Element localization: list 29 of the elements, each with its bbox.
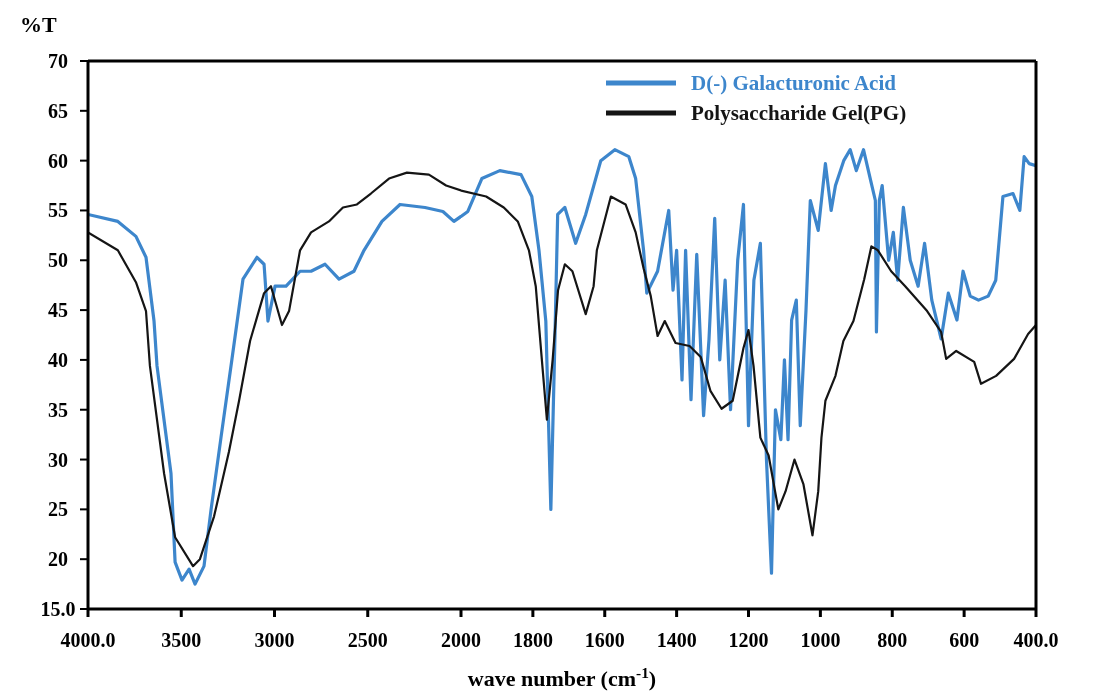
x-axis-title: wave number (cm$^{-1}$) [467,663,657,691]
x-tick-label: 1600 [584,629,625,651]
x-tick-label: 600 [949,629,980,651]
x-tick-label: 4000.0 [60,629,116,651]
y-tick-label: 60 [48,149,68,172]
y-axis-title: %T [20,12,57,37]
x-tick-label: 800 [877,629,908,651]
y-tick-label: 20 [48,548,68,571]
y-tick-label: 25 [48,498,68,521]
legend-label: Polysaccharide Gel(PG) [691,101,907,126]
x-tick-label: 3500 [161,629,202,651]
y-tick-label: 35 [48,398,68,421]
y-tick-label: 15.0 [40,598,76,620]
y-tick-label: 45 [48,299,68,322]
x-tick-label: 1200 [728,629,769,651]
x-tick-label: 2000 [441,629,481,651]
y-tick-label: 55 [48,199,68,222]
y-tick-label: 50 [48,249,68,272]
y-tick-label: 40 [48,348,68,371]
x-tick-label: 1400 [656,629,697,651]
y-tick-label: 30 [48,448,68,471]
x-tick-label: 2500 [347,629,388,651]
x-tick-label: 400.0 [1013,629,1059,651]
legend-label: D(-) Galacturonic Acid [691,71,897,96]
y-tick-label: 65 [48,99,68,122]
y-tick-label: 70 [48,50,68,72]
x-tick-label: 3000 [254,629,295,651]
x-tick-label: 1000 [800,629,841,651]
x-tick-label: 1800 [512,629,553,651]
